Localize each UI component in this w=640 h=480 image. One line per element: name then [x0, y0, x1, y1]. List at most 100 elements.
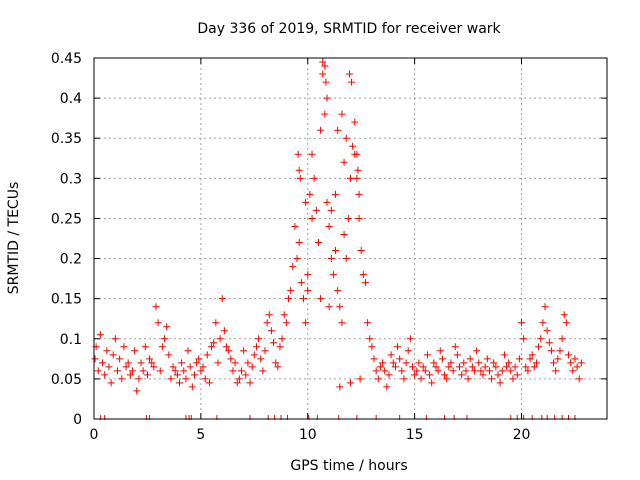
data-point [109, 351, 117, 359]
data-point [131, 347, 139, 355]
data-point [334, 287, 342, 295]
data-point [535, 343, 543, 351]
x-tick-label: 15 [406, 427, 424, 443]
data-point [567, 359, 575, 367]
data-point [359, 271, 367, 279]
x-tick-label: 10 [299, 427, 317, 443]
data-point [347, 174, 354, 182]
data-point [332, 190, 340, 198]
data-point [212, 319, 220, 327]
y-tick-label: 0.45 [51, 51, 82, 67]
data-point [186, 363, 194, 371]
data-point [436, 347, 444, 355]
data-point [426, 371, 434, 379]
data-point [248, 363, 256, 371]
plot-frame [93, 57, 608, 420]
data-point [250, 351, 258, 359]
data-point [498, 367, 506, 375]
data-point [133, 387, 141, 395]
data-point [304, 271, 312, 279]
data-point [503, 363, 511, 371]
data-point [308, 150, 316, 158]
data-point [522, 363, 530, 371]
data-point [167, 375, 175, 383]
data-point [434, 367, 442, 375]
data-point [169, 363, 177, 371]
data-point [468, 363, 476, 371]
data-point [126, 371, 134, 379]
data-point [327, 206, 335, 214]
data-point [312, 206, 320, 214]
data-point [537, 335, 545, 343]
data-point [419, 363, 427, 371]
data-point [193, 359, 201, 367]
x-tick-labels: 0 5 10 15 20 [90, 427, 531, 443]
data-point [342, 134, 350, 142]
data-point [304, 287, 312, 295]
data-point [518, 319, 525, 327]
y-tick-label: 0.3 [60, 171, 82, 187]
data-point [114, 367, 122, 375]
y-tick-label: 0.1 [60, 332, 82, 348]
data-point [299, 295, 307, 303]
data-point [199, 363, 207, 371]
data-point [354, 166, 362, 174]
data-point [332, 247, 340, 255]
data-point [372, 367, 380, 375]
data-point [552, 367, 560, 375]
data-point [176, 379, 183, 387]
data-point [178, 359, 186, 367]
data-point [402, 359, 410, 367]
data-point [385, 371, 393, 379]
data-point [404, 347, 412, 355]
data-point [308, 214, 316, 222]
data-point [364, 319, 372, 327]
data-point [317, 126, 325, 134]
data-point [351, 118, 359, 126]
data-point [408, 363, 416, 371]
data-point [295, 239, 303, 247]
data-point [545, 339, 553, 347]
data-point [477, 367, 485, 375]
data-point [470, 367, 478, 375]
data-point [524, 367, 532, 375]
data-point [278, 335, 286, 343]
data-point [383, 383, 391, 391]
data-point [246, 379, 254, 387]
data-point [329, 271, 337, 279]
y-axis-label: SRMTID / TECUs [6, 182, 22, 295]
data-point [496, 379, 504, 387]
data-point [569, 367, 577, 375]
data-point [244, 359, 252, 367]
data-point [105, 363, 113, 371]
data-point [430, 359, 438, 367]
data-point [161, 335, 169, 343]
data-point [319, 58, 327, 66]
data-point [190, 371, 198, 379]
data-point [547, 347, 555, 355]
data-point [188, 383, 196, 391]
x-tick-label: 0 [90, 427, 99, 443]
data-point [223, 343, 231, 351]
data-point [225, 347, 233, 355]
data-point [111, 335, 119, 343]
data-point [481, 363, 489, 371]
data-point [94, 367, 102, 375]
data-point [261, 347, 269, 355]
data-point [233, 379, 241, 387]
data-point [348, 78, 356, 86]
data-point [492, 363, 500, 371]
data-point [357, 247, 365, 255]
data-point [321, 62, 329, 70]
data-point [240, 347, 248, 355]
data-point [306, 190, 314, 198]
y-tick-label: 0.25 [51, 211, 82, 227]
data-point [541, 303, 549, 311]
data-point [573, 363, 581, 371]
data-point [154, 319, 162, 327]
y-tick-label: 0.15 [51, 292, 82, 308]
data-point [327, 255, 335, 263]
data-point [355, 190, 363, 198]
data-point [389, 359, 397, 367]
data-point [479, 371, 487, 379]
